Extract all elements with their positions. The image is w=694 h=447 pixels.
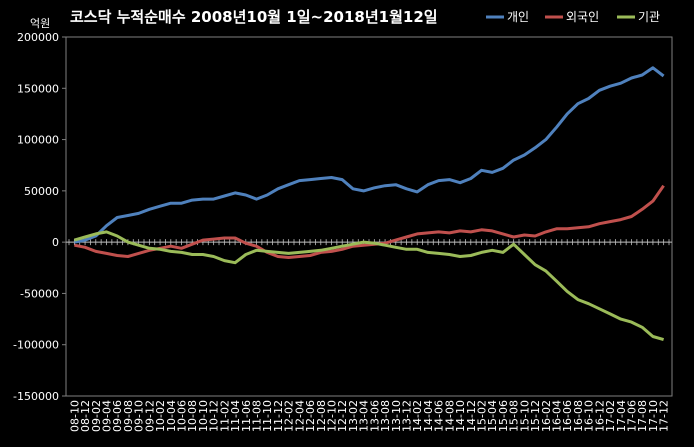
series-line-외국인 <box>74 184 665 259</box>
x-tick-label: 14-08 <box>443 400 456 432</box>
x-tick-label: 11-04 <box>229 400 242 432</box>
x-tick-label: 17-10 <box>647 400 660 432</box>
y-tick-label: 0 <box>52 236 59 249</box>
x-tick-label: 16-08 <box>572 400 585 432</box>
x-tick-label: 12-10 <box>326 400 339 432</box>
series-line-기관 <box>73 230 665 342</box>
plot-border <box>65 36 673 397</box>
x-axis-ticks: 08-1008-1209-0209-0409-0609-0809-1009-12… <box>68 239 671 432</box>
x-tick-label: 10-06 <box>176 400 189 432</box>
x-tick-label: 13-08 <box>379 400 392 432</box>
x-tick-label: 16-04 <box>551 400 564 432</box>
x-tick-label: 13-02 <box>347 400 360 432</box>
x-tick-label: 12-02 <box>283 400 296 432</box>
x-tick-label: 15-12 <box>529 400 542 432</box>
x-tick-label: 12-08 <box>315 400 328 432</box>
legend-label: 외국인 <box>566 10 599 24</box>
x-tick-label: 08-12 <box>79 400 92 432</box>
x-tick-label: 17-02 <box>604 400 617 432</box>
legend: 개인 외국인 기관 <box>486 10 660 24</box>
x-tick-label: 13-10 <box>390 400 403 432</box>
y-tick-label: -50000 <box>20 287 59 300</box>
x-tick-label: 09-12 <box>143 400 156 432</box>
x-tick-label: 15-10 <box>518 400 531 432</box>
x-tick-label: 09-04 <box>101 400 114 432</box>
y-tick-label: 150000 <box>17 82 59 95</box>
x-tick-label: 10-12 <box>208 400 221 432</box>
chart-title: 코스닥 누적순매수 2008년10월 1일~2018년1월12일 <box>70 8 438 26</box>
x-tick-label: 14-10 <box>454 400 467 432</box>
x-tick-label: 15-06 <box>497 400 510 432</box>
series-line-개인 <box>74 66 665 244</box>
x-tick-label: 16-06 <box>561 400 574 432</box>
x-tick-label: 16-10 <box>583 400 596 432</box>
x-tick-label: 11-02 <box>218 400 231 432</box>
x-tick-label: 15-02 <box>476 400 489 432</box>
x-tick-label: 13-04 <box>358 400 371 432</box>
y-tick-label: 200000 <box>17 31 59 44</box>
x-tick-label: 14-06 <box>433 400 446 432</box>
y-tick-label: -100000 <box>13 339 59 352</box>
y-tick-label: 50000 <box>24 185 59 198</box>
x-tick-label: 10-10 <box>197 400 210 432</box>
x-tick-label: 11-12 <box>272 400 285 432</box>
x-tick-label: 17-12 <box>658 400 671 432</box>
x-tick-label: 09-10 <box>133 400 146 432</box>
x-tick-label: 12-12 <box>336 400 349 432</box>
series-lines <box>73 66 665 342</box>
x-tick-label: 11-06 <box>240 400 253 432</box>
x-tick-label: 09-02 <box>90 400 103 432</box>
x-tick-label: 10-08 <box>186 400 199 432</box>
x-tick-label: 11-10 <box>261 400 274 432</box>
x-tick-label: 10-04 <box>165 400 178 432</box>
x-tick-label: 14-02 <box>411 400 424 432</box>
x-tick-label: 12-06 <box>304 400 317 432</box>
y-tick-label: 100000 <box>17 134 59 147</box>
x-tick-label: 15-04 <box>486 400 499 432</box>
x-tick-label: 16-02 <box>540 400 553 432</box>
x-tick-label: 17-06 <box>626 400 639 432</box>
x-tick-label: 11-08 <box>251 400 264 432</box>
x-tick-label: 13-12 <box>401 400 414 432</box>
plot-frame <box>65 36 673 397</box>
x-tick-label: 08-10 <box>68 400 81 432</box>
x-tick-label: 16-12 <box>593 400 606 432</box>
x-tick-label: 13-06 <box>368 400 381 432</box>
legend-label: 개인 <box>507 10 529 24</box>
y-axis-ticks: 200000 150000 100000 50000 0 -50000 -100000 -15… <box>13 31 66 403</box>
x-tick-label: 14-12 <box>465 400 478 432</box>
x-tick-label: 12-04 <box>293 400 306 432</box>
x-tick-label: 17-08 <box>636 400 649 432</box>
x-tick-label: 17-04 <box>615 400 628 432</box>
legend-label: 기관 <box>638 10 660 24</box>
x-tick-label: 15-08 <box>508 400 521 432</box>
y-axis-unit-label: 억원 <box>30 17 50 30</box>
y-tick-label: -150000 <box>13 390 59 403</box>
x-tick-label: 10-02 <box>154 400 167 432</box>
x-tick-label: 09-06 <box>111 400 124 432</box>
x-tick-label: 09-08 <box>122 400 135 432</box>
x-tick-label: 14-04 <box>422 400 435 432</box>
